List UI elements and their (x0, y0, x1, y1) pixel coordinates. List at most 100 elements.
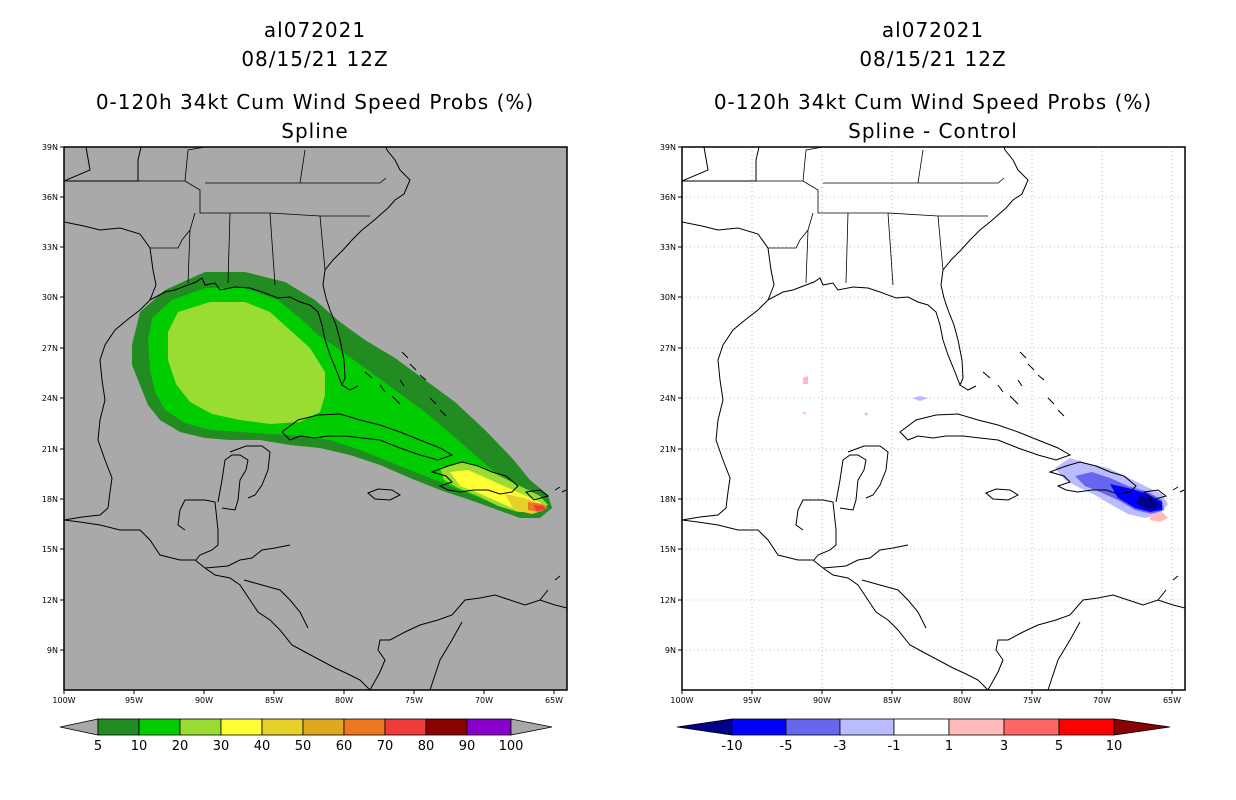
left-lon-label: 80W (335, 696, 353, 705)
left-lon-label: 70W (475, 696, 493, 705)
left-lat-label: 12N (42, 596, 58, 605)
right-map (681, 146, 1186, 691)
left-colorbar-swatch (302, 718, 345, 736)
left-colorbar-high-triangle (510, 718, 553, 736)
left-colorbar-low-triangle (59, 718, 99, 736)
right-colorbar-swatch (1058, 718, 1115, 736)
left-colorbar-label: 10 (131, 739, 148, 754)
right-colorbar-swatch (948, 718, 1005, 736)
left-colorbar-label: 50 (295, 739, 312, 754)
left-colorbar-swatch (343, 718, 386, 736)
left-lat-label: 39N (42, 143, 58, 152)
left-lat-label: 30N (42, 293, 58, 302)
right-title: 0-120h 34kt Cum Wind Speed Probs (%) (713, 90, 1153, 114)
left-subtitle: Spline (281, 119, 349, 143)
right-colorbar-label: 5 (1055, 739, 1063, 754)
left-lon-label: 100W (52, 696, 75, 705)
left-prob-20-region (168, 302, 325, 424)
right-colorbar-label: 3 (1000, 739, 1008, 754)
right-lat-label: 33N (660, 243, 676, 252)
right-colorbar-swatch (893, 718, 950, 736)
left-colorbar-swatch (425, 718, 468, 736)
right-datetime: 08/15/21 12Z (859, 47, 1007, 71)
left-colorbar-label: 20 (172, 739, 189, 754)
right-colorbar-swatch (839, 718, 895, 736)
right-diff-small-4 (802, 412, 806, 415)
left-colorbar-swatch (179, 718, 222, 736)
right-colorbar-high-triangle (1113, 718, 1171, 736)
left-colorbar-label: 100 (499, 739, 524, 754)
left-colorbar-swatch (466, 718, 512, 736)
right-lon-label: 70W (1093, 696, 1111, 705)
right-colorbar-swatch (731, 718, 787, 736)
left-lon-label: 65W (545, 696, 563, 705)
right-lat-label: 9N (665, 646, 676, 655)
right-colorbar: -10 -5 -3 -1 1 3 5 10 (676, 718, 1171, 754)
left-map (63, 146, 568, 691)
right-lat-label: 21N (660, 445, 676, 454)
right-lat-label: 30N (660, 293, 676, 302)
right-colorbar-label: 1 (945, 739, 953, 754)
right-lon-label: 80W (953, 696, 971, 705)
right-lon-label: 95W (743, 696, 761, 705)
right-diff-small-1 (803, 376, 808, 384)
right-diff-small-2 (912, 396, 928, 401)
left-colorbar-label: 90 (459, 739, 476, 754)
right-lat-label: 15N (660, 545, 676, 554)
left-title: 0-120h 34kt Cum Wind Speed Probs (%) (95, 90, 535, 114)
left-colorbar: 5 10 20 30 40 50 60 70 80 90 100 (59, 718, 553, 754)
left-colorbar-label: 80 (418, 739, 435, 754)
right-colorbar-label: -5 (780, 739, 793, 754)
left-colorbar-label: 5 (94, 739, 102, 754)
right-colorbar-low-triangle (676, 718, 733, 736)
left-lat-label: 18N (42, 495, 58, 504)
right-lon-label: 65W (1163, 696, 1181, 705)
left-colorbar-label: 30 (213, 739, 230, 754)
right-lat-label: 39N (660, 143, 676, 152)
right-lon-label: 75W (1023, 696, 1041, 705)
left-colorbar-label: 70 (377, 739, 394, 754)
left-colorbar-label: 40 (254, 739, 271, 754)
right-diff-small-3 (864, 413, 868, 416)
right-grid (682, 147, 1185, 690)
left-colorbar-swatch (138, 718, 181, 736)
right-colorbar-swatch (785, 718, 841, 736)
right-lat-label: 18N (660, 495, 676, 504)
left-colorbar-swatch (384, 718, 427, 736)
left-lon-label: 95W (125, 696, 143, 705)
left-datetime: 08/15/21 12Z (241, 47, 389, 71)
left-colorbar-label: 60 (336, 739, 353, 754)
left-lon-label: 85W (265, 696, 283, 705)
right-lat-label: 12N (660, 596, 676, 605)
left-lat-label: 21N (42, 445, 58, 454)
right-colorbar-label: -10 (721, 739, 742, 754)
right-lon-label: 90W (813, 696, 831, 705)
right-lat-label: 27N (660, 344, 676, 353)
left-storm-id: al072021 (263, 18, 367, 42)
left-lat-label: 27N (42, 344, 58, 353)
left-prob-70-region (534, 505, 546, 511)
right-colorbar-label: -1 (888, 739, 901, 754)
right-subtitle: Spline - Control (848, 119, 1018, 143)
left-lat-label: 24N (42, 394, 58, 403)
right-lon-label: 100W (670, 696, 693, 705)
right-diff-pos-1-region (1150, 512, 1168, 522)
left-lon-label: 75W (405, 696, 423, 705)
left-lat-label: 36N (42, 193, 58, 202)
left-lat-label: 9N (47, 646, 58, 655)
left-lat-label: 15N (42, 545, 58, 554)
left-lon-label: 90W (195, 696, 213, 705)
left-axes: 39N 36N 33N 30N 27N 24N 21N 18N 15N 12N … (42, 143, 563, 705)
left-lat-label: 33N (42, 243, 58, 252)
left-colorbar-swatch (220, 718, 263, 736)
right-lat-label: 36N (660, 193, 676, 202)
right-colorbar-label: -3 (834, 739, 847, 754)
right-colorbar-swatch (1003, 718, 1060, 736)
right-lat-label: 24N (660, 394, 676, 403)
right-storm-id: al072021 (881, 18, 985, 42)
right-axes: 39N 36N 33N 30N 27N 24N 21N 18N 15N 12N … (660, 143, 1181, 705)
right-lon-label: 85W (883, 696, 901, 705)
left-colorbar-swatch (261, 718, 304, 736)
left-colorbar-swatch (97, 718, 140, 736)
